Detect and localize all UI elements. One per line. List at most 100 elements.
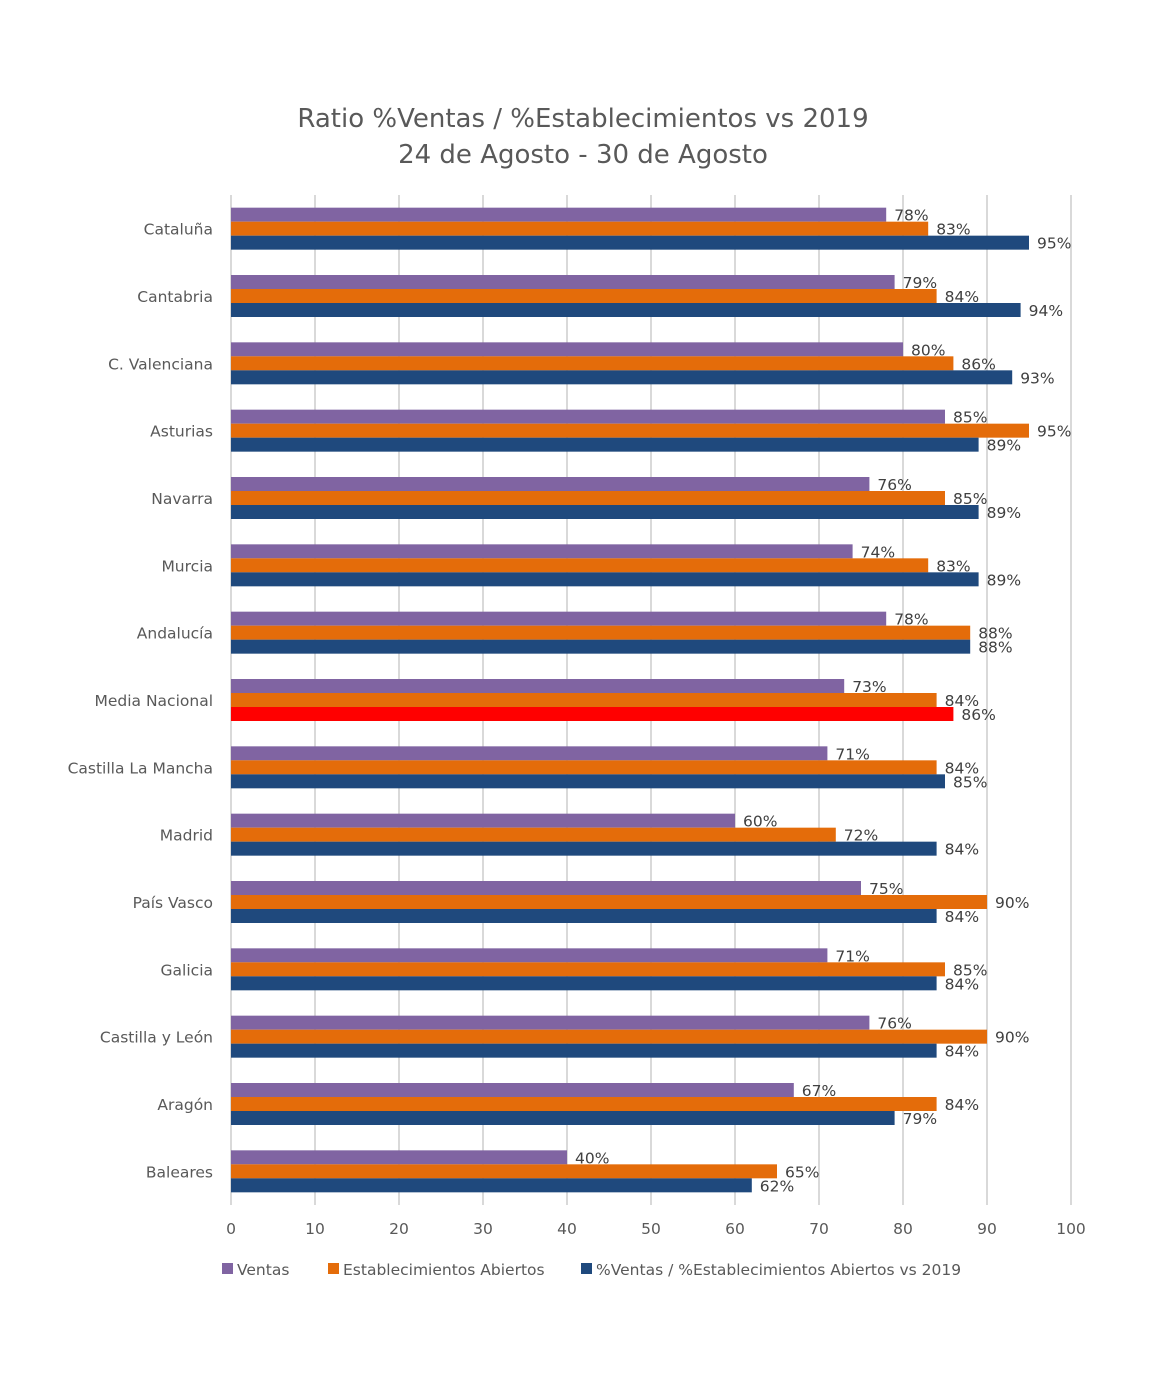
bar-establecimientos-abiertos [231, 491, 945, 505]
bar-ventas-establecimientos-abiertos-vs-2019 [231, 1111, 895, 1125]
category-label: Asturias [150, 423, 213, 441]
legend: Ventas Establecimientos Abiertos %Ventas /… [222, 1261, 961, 1279]
category-label: Aragón [157, 1096, 213, 1114]
data-label: 78% [894, 611, 928, 629]
bar-ventas [231, 207, 887, 222]
bar-ventas [231, 477, 870, 491]
bar-establecimientos-abiertos [231, 760, 937, 775]
chart-subtitle: 24 de Agosto - 30 de Agosto [398, 140, 768, 170]
legend-label: Establecimientos Abiertos [343, 1261, 545, 1279]
bar-ventas [231, 409, 945, 424]
data-label: 95% [1037, 423, 1071, 441]
data-label: 89% [987, 571, 1021, 589]
data-label: 93% [1020, 369, 1054, 387]
bar-ventas-establecimientos-abiertos-vs-2019 [231, 303, 1021, 317]
legend-label: %Ventas / %Establecimientos Abiertos vs … [596, 1261, 961, 1279]
bar-establecimientos-abiertos [231, 1029, 987, 1044]
bar-establecimientos-abiertos [231, 895, 987, 909]
x-tick-label: 60 [725, 1220, 745, 1238]
data-label: 75% [869, 880, 903, 898]
x-tick-label: 10 [305, 1220, 325, 1238]
bar-ventas [231, 1150, 567, 1165]
legend-swatch [222, 1263, 233, 1274]
bar-ventas [231, 813, 735, 828]
bar-establecimientos-abiertos [231, 356, 954, 371]
data-label: 84% [945, 1043, 979, 1061]
bar-establecimientos-abiertos [231, 1164, 777, 1179]
bar-ventas-establecimientos-abiertos-vs-2019 [231, 707, 954, 721]
data-label: 62% [760, 1177, 794, 1195]
bar-establecimientos-abiertos [231, 289, 937, 303]
bar-establecimientos-abiertos [231, 221, 929, 236]
data-label: 85% [953, 961, 987, 979]
data-label: 84% [945, 759, 979, 777]
bar-ventas [231, 948, 828, 963]
bar-ventas-establecimientos-abiertos-vs-2019 [231, 1043, 937, 1058]
category-label: Navarra [151, 490, 213, 508]
bar-ventas-establecimientos-abiertos-vs-2019 [231, 976, 937, 991]
bar-ventas-establecimientos-abiertos-vs-2019 [231, 1178, 752, 1193]
data-label: 60% [743, 813, 777, 831]
data-label: 85% [953, 490, 987, 508]
bar-ventas-establecimientos-abiertos-vs-2019 [231, 437, 979, 452]
category-label: Cataluña [144, 221, 213, 239]
data-label: 78% [894, 207, 928, 225]
bar-ventas [231, 611, 887, 626]
bar-ventas-establecimientos-abiertos-vs-2019 [231, 639, 971, 654]
bar-ventas-establecimientos-abiertos-vs-2019 [231, 370, 1013, 385]
x-tick-label: 30 [473, 1220, 493, 1238]
legend-swatch [581, 1263, 592, 1274]
bar-establecimientos-abiertos [231, 693, 937, 707]
category-label: Media Nacional [94, 692, 213, 710]
legend-swatch [328, 1263, 339, 1274]
data-label: 83% [936, 557, 970, 575]
category-label: Castilla La Mancha [68, 759, 213, 777]
data-label: 73% [852, 678, 886, 696]
category-labels: Cataluña Cantabria C. Valenciana Asturias Na… [68, 221, 213, 1182]
bar-ventas [231, 881, 861, 895]
bar-ventas-establecimientos-abiertos-vs-2019 [231, 909, 937, 923]
data-label: 90% [995, 1029, 1029, 1047]
bar-ventas [231, 342, 903, 357]
bar-ventas-establecimientos-abiertos-vs-2019 [231, 235, 1029, 250]
bar-ventas-establecimientos-abiertos-vs-2019 [231, 841, 937, 856]
data-label: 85% [953, 773, 987, 791]
data-label: 89% [987, 437, 1021, 455]
bar-ventas [231, 679, 845, 693]
data-label: 84% [945, 975, 979, 993]
chart-title: Ratio %Ventas / %Establecimientos vs 201… [297, 104, 868, 134]
bar-ventas [231, 1015, 870, 1030]
bar-ventas [231, 544, 853, 559]
data-label: 83% [936, 221, 970, 239]
bar-establecimientos-abiertos [231, 1097, 937, 1111]
data-label: 76% [877, 1015, 911, 1033]
x-tick-label: 90 [977, 1220, 997, 1238]
category-label: Castilla y León [100, 1029, 213, 1047]
bar-ventas-establecimientos-abiertos-vs-2019 [231, 572, 979, 587]
bar-ventas-establecimientos-abiertos-vs-2019 [231, 505, 979, 519]
data-label: 84% [945, 908, 979, 926]
bar-establecimientos-abiertos [231, 423, 1029, 438]
data-label: 79% [903, 274, 937, 292]
category-label: Galicia [161, 961, 213, 979]
x-tick-label: 100 [1056, 1220, 1086, 1238]
data-label: 89% [987, 504, 1021, 522]
x-tick-label: 70 [809, 1220, 829, 1238]
x-tick-label: 50 [641, 1220, 661, 1238]
data-label: 71% [835, 745, 869, 763]
bar-ventas [231, 275, 895, 289]
data-label: 84% [945, 692, 979, 710]
data-label: 76% [877, 476, 911, 494]
data-label: 84% [945, 841, 979, 859]
category-label: País Vasco [133, 894, 213, 912]
bar-ventas [231, 1083, 794, 1097]
data-label: 65% [785, 1163, 819, 1181]
bars [231, 207, 1029, 1193]
data-label: 88% [978, 639, 1012, 657]
legend-label: Ventas [237, 1261, 289, 1279]
x-tick-label: 20 [389, 1220, 409, 1238]
bar-establecimientos-abiertos [231, 827, 836, 842]
bar-establecimientos-abiertos [231, 625, 971, 640]
bar-establecimientos-abiertos [231, 962, 945, 977]
